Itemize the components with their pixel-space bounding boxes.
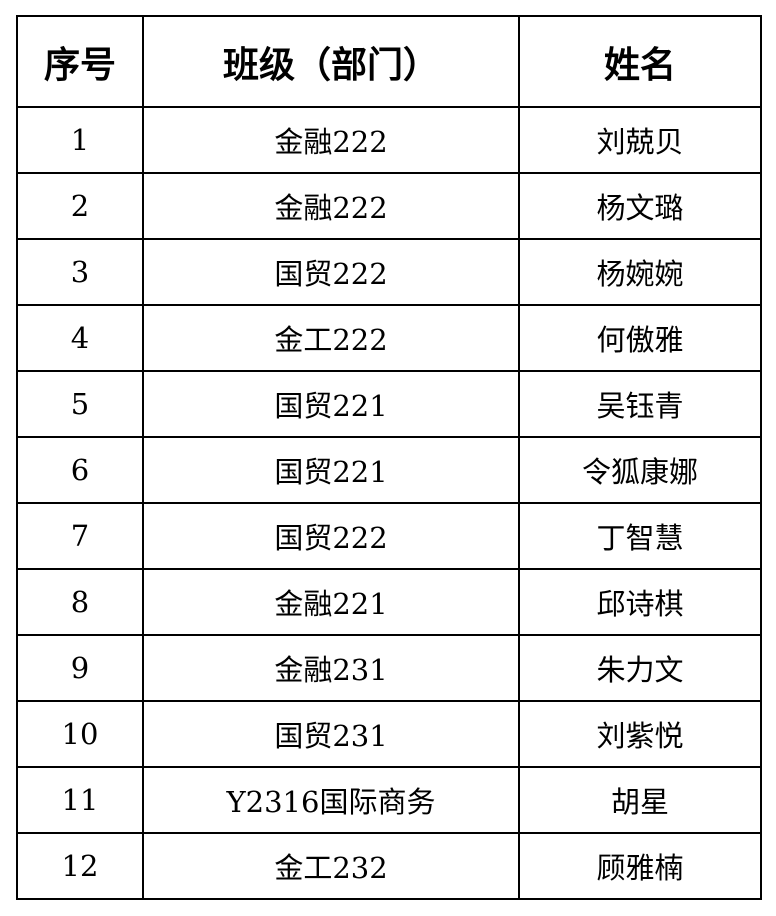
table-row: 4 金工222 何傲雅 [16,304,762,372]
table-row: 11 Y2316国际商务 胡星 [16,766,762,834]
cell-number: 10 [16,700,144,768]
table-row: 5 国贸221 吴钰青 [16,370,762,438]
cell-name: 胡星 [518,766,762,834]
cell-class: 金融222 [142,172,520,240]
cell-name: 刘兢贝 [518,106,762,174]
cell-class: 金融222 [142,106,520,174]
cell-name: 刘紫悦 [518,700,762,768]
cell-class: 金融231 [142,634,520,702]
table-row: 1 金融222 刘兢贝 [16,106,762,174]
table-row: 9 金融231 朱力文 [16,634,762,702]
table-row: 2 金融222 杨文璐 [16,172,762,240]
cell-number: 9 [16,634,144,702]
cell-name: 令狐康娜 [518,436,762,504]
cell-class: 国贸222 [142,238,520,306]
cell-class: Y2316国际商务 [142,766,520,834]
cell-class: 国贸222 [142,502,520,570]
cell-number: 8 [16,568,144,636]
cell-number: 12 [16,832,144,900]
cell-number: 7 [16,502,144,570]
table-row: 6 国贸221 令狐康娜 [16,436,762,504]
cell-name: 顾雅楠 [518,832,762,900]
table-row: 7 国贸222 丁智慧 [16,502,762,570]
header-row: 序号 班级（部门） 姓名 [16,15,762,108]
header-class: 班级（部门） [142,15,520,108]
cell-class: 金融221 [142,568,520,636]
cell-number: 6 [16,436,144,504]
roster-table: 序号 班级（部门） 姓名 1 金融222 刘兢贝 2 金融222 杨文璐 3 国贸222 杨婉婉… [16,15,762,900]
cell-name: 何傲雅 [518,304,762,372]
header-number: 序号 [16,15,144,108]
cell-number: 3 [16,238,144,306]
cell-name: 吴钰青 [518,370,762,438]
cell-number: 4 [16,304,144,372]
cell-number: 5 [16,370,144,438]
cell-class: 国贸221 [142,436,520,504]
cell-class: 金工232 [142,832,520,900]
table-row: 8 金融221 邱诗棋 [16,568,762,636]
cell-number: 1 [16,106,144,174]
cell-class: 国贸221 [142,370,520,438]
cell-number: 2 [16,172,144,240]
cell-name: 丁智慧 [518,502,762,570]
table-row: 12 金工232 顾雅楠 [16,832,762,900]
cell-class: 金工222 [142,304,520,372]
cell-number: 11 [16,766,144,834]
cell-name: 杨文璐 [518,172,762,240]
cell-class: 国贸231 [142,700,520,768]
header-name: 姓名 [518,15,762,108]
cell-name: 杨婉婉 [518,238,762,306]
table-row: 3 国贸222 杨婉婉 [16,238,762,306]
table-row: 10 国贸231 刘紫悦 [16,700,762,768]
cell-name: 邱诗棋 [518,568,762,636]
cell-name: 朱力文 [518,634,762,702]
